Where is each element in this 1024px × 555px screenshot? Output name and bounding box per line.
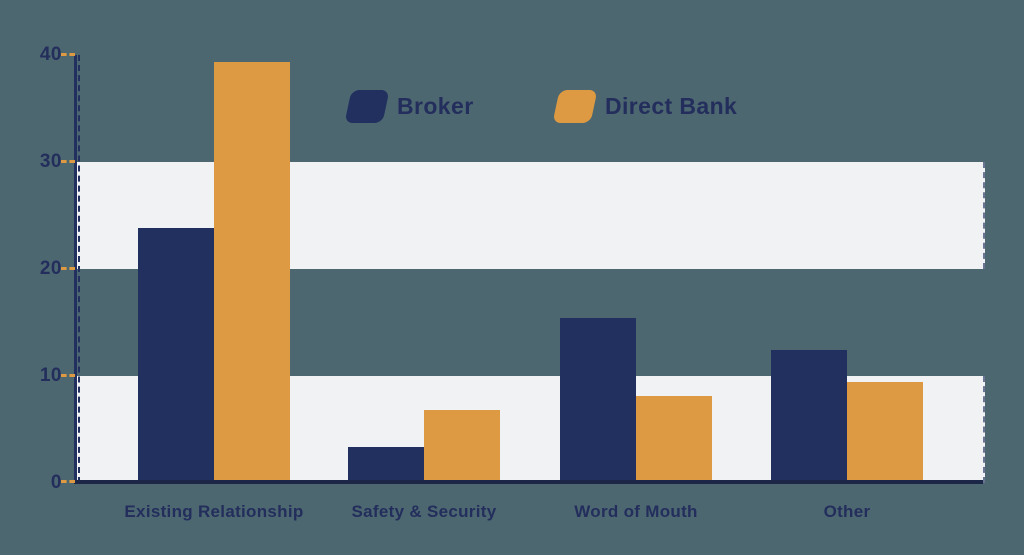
bar-broker-safety-security xyxy=(348,447,424,483)
legend-item-direct-bank: Direct Bank xyxy=(552,90,738,123)
bar-direct-bank-word-of-mouth xyxy=(636,396,712,483)
legend-label-broker: Broker xyxy=(397,93,474,119)
broker-swatch-icon xyxy=(344,90,390,123)
x-axis-line xyxy=(74,480,983,484)
category-label-other: Other xyxy=(823,502,871,521)
bar-direct-bank-safety-security xyxy=(424,410,500,483)
legend-item-broker: Broker xyxy=(344,90,474,123)
axis-tick-10 xyxy=(61,374,75,377)
direct-bank-swatch-icon xyxy=(552,90,598,123)
y-axis-label-0: 0 xyxy=(50,472,62,493)
y-axis-line xyxy=(74,55,77,483)
bar-broker-existing-relationship xyxy=(137,228,214,483)
y-axis-label-20: 20 xyxy=(39,258,62,279)
bar-broker-other xyxy=(771,350,847,483)
category-label-word-of-mouth: Word of Mouth xyxy=(574,502,698,521)
axis-tick-30 xyxy=(61,160,75,163)
bar-direct-bank-other xyxy=(847,382,923,483)
category-label-existing-relationship: Existing Relationship xyxy=(124,502,304,521)
y-axis-label-10: 10 xyxy=(39,365,62,386)
y-axis-label-40: 40 xyxy=(39,44,62,65)
bar-broker-word-of-mouth xyxy=(560,318,636,483)
y-axis-dashed-line xyxy=(78,55,80,483)
category-label-safety-security: Safety & Security xyxy=(351,502,497,521)
legend-label-direct-bank: Direct Bank xyxy=(605,93,738,119)
bar-direct-bank-existing-relationship xyxy=(213,62,290,483)
y-axis-label-30: 30 xyxy=(39,151,62,172)
plot-area xyxy=(77,55,983,483)
axis-tick-0 xyxy=(61,480,75,483)
axis-tick-40 xyxy=(61,53,75,56)
axis-tick-20 xyxy=(61,267,75,270)
